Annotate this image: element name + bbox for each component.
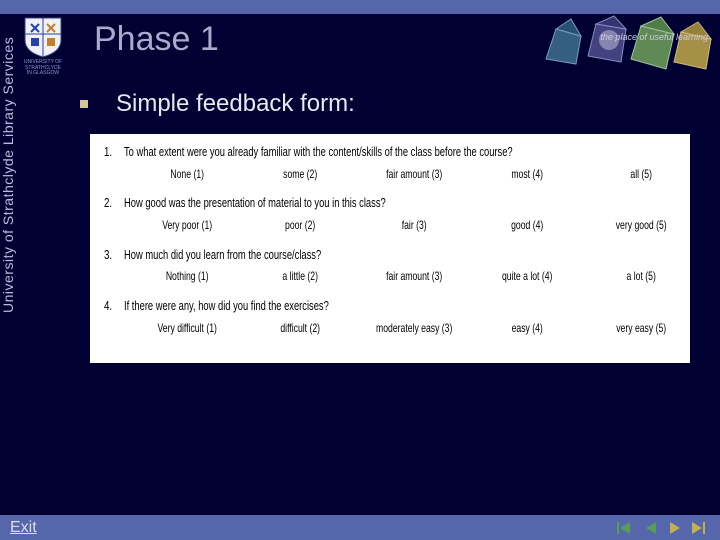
- option: most (4): [489, 167, 566, 181]
- option: poor (2): [262, 218, 339, 232]
- option: a lot (5): [602, 269, 679, 283]
- first-button[interactable]: [616, 519, 638, 537]
- sidebar-label: University of Strathclyde Library Servic…: [0, 37, 16, 313]
- option: some (2): [262, 167, 339, 181]
- option: fair (3): [376, 218, 453, 232]
- option: good (4): [489, 218, 566, 232]
- options-row: None (1) some (2) fair amount (3) most (…: [134, 167, 694, 181]
- top-bar: [0, 0, 720, 14]
- university-crest: UNIVERSITY OF STRATHCLYDE IN GLASGOW: [8, 14, 78, 84]
- question-number: 3.: [104, 247, 119, 262]
- question-number: 2.: [104, 195, 119, 210]
- option: a little (2): [262, 269, 339, 283]
- question-row: 4. If there were any, how did you find t…: [104, 298, 676, 315]
- crest-text: UNIVERSITY OF STRATHCLYDE IN GLASGOW: [24, 60, 62, 77]
- options-row: Nothing (1) a little (2) fair amount (3)…: [134, 269, 694, 283]
- option: easy (4): [489, 321, 566, 335]
- next-button[interactable]: [664, 519, 686, 537]
- question-text: If there were any, how did you find the …: [124, 298, 521, 315]
- header: UNIVERSITY OF STRATHCLYDE IN GLASGOW Pha…: [0, 14, 720, 84]
- question-row: 2. How good was the presentation of mate…: [104, 195, 676, 212]
- option: Very difficult (1): [149, 321, 226, 335]
- question-text: How much did you learn from the course/c…: [124, 247, 521, 264]
- options-row: Very poor (1) poor (2) fair (3) good (4)…: [134, 218, 694, 232]
- question-text: To what extent were you already familiar…: [124, 144, 521, 161]
- option: very good (5): [602, 218, 679, 232]
- question-text: How good was the presentation of materia…: [124, 195, 521, 212]
- options-row: Very difficult (1) difficult (2) moderat…: [134, 321, 694, 335]
- bullet-line: Simple feedback form:: [60, 90, 700, 118]
- shield-icon: [21, 14, 65, 58]
- main-content: Simple feedback form: 1. To what extent …: [60, 90, 700, 363]
- exit-link[interactable]: Exit: [10, 519, 37, 537]
- option: all (5): [602, 167, 679, 181]
- bottom-bar: Exit: [0, 515, 720, 540]
- bullet-text: Simple feedback form:: [116, 90, 355, 118]
- option: fair amount (3): [376, 269, 453, 283]
- page-title: Phase 1: [94, 20, 219, 59]
- question-row: 3. How much did you learn from the cours…: [104, 247, 676, 264]
- last-button[interactable]: [688, 519, 710, 537]
- option: very easy (5): [602, 321, 679, 335]
- option: None (1): [149, 167, 226, 181]
- question-row: 1. To what extent were you already famil…: [104, 144, 676, 161]
- nav-buttons: [616, 519, 710, 537]
- feedback-form: 1. To what extent were you already famil…: [90, 134, 690, 363]
- decorative-polyhedra-icon: [526, 14, 716, 84]
- option: Nothing (1): [149, 269, 226, 283]
- question-number: 4.: [104, 298, 119, 313]
- bullet-icon: [80, 100, 88, 108]
- option: fair amount (3): [376, 167, 453, 181]
- tagline: the place of useful learning: [600, 32, 708, 42]
- option: Very poor (1): [149, 218, 226, 232]
- prev-button[interactable]: [640, 519, 662, 537]
- option: moderately easy (3): [376, 321, 453, 335]
- option: quite a lot (4): [489, 269, 566, 283]
- question-number: 1.: [104, 144, 119, 159]
- option: difficult (2): [262, 321, 339, 335]
